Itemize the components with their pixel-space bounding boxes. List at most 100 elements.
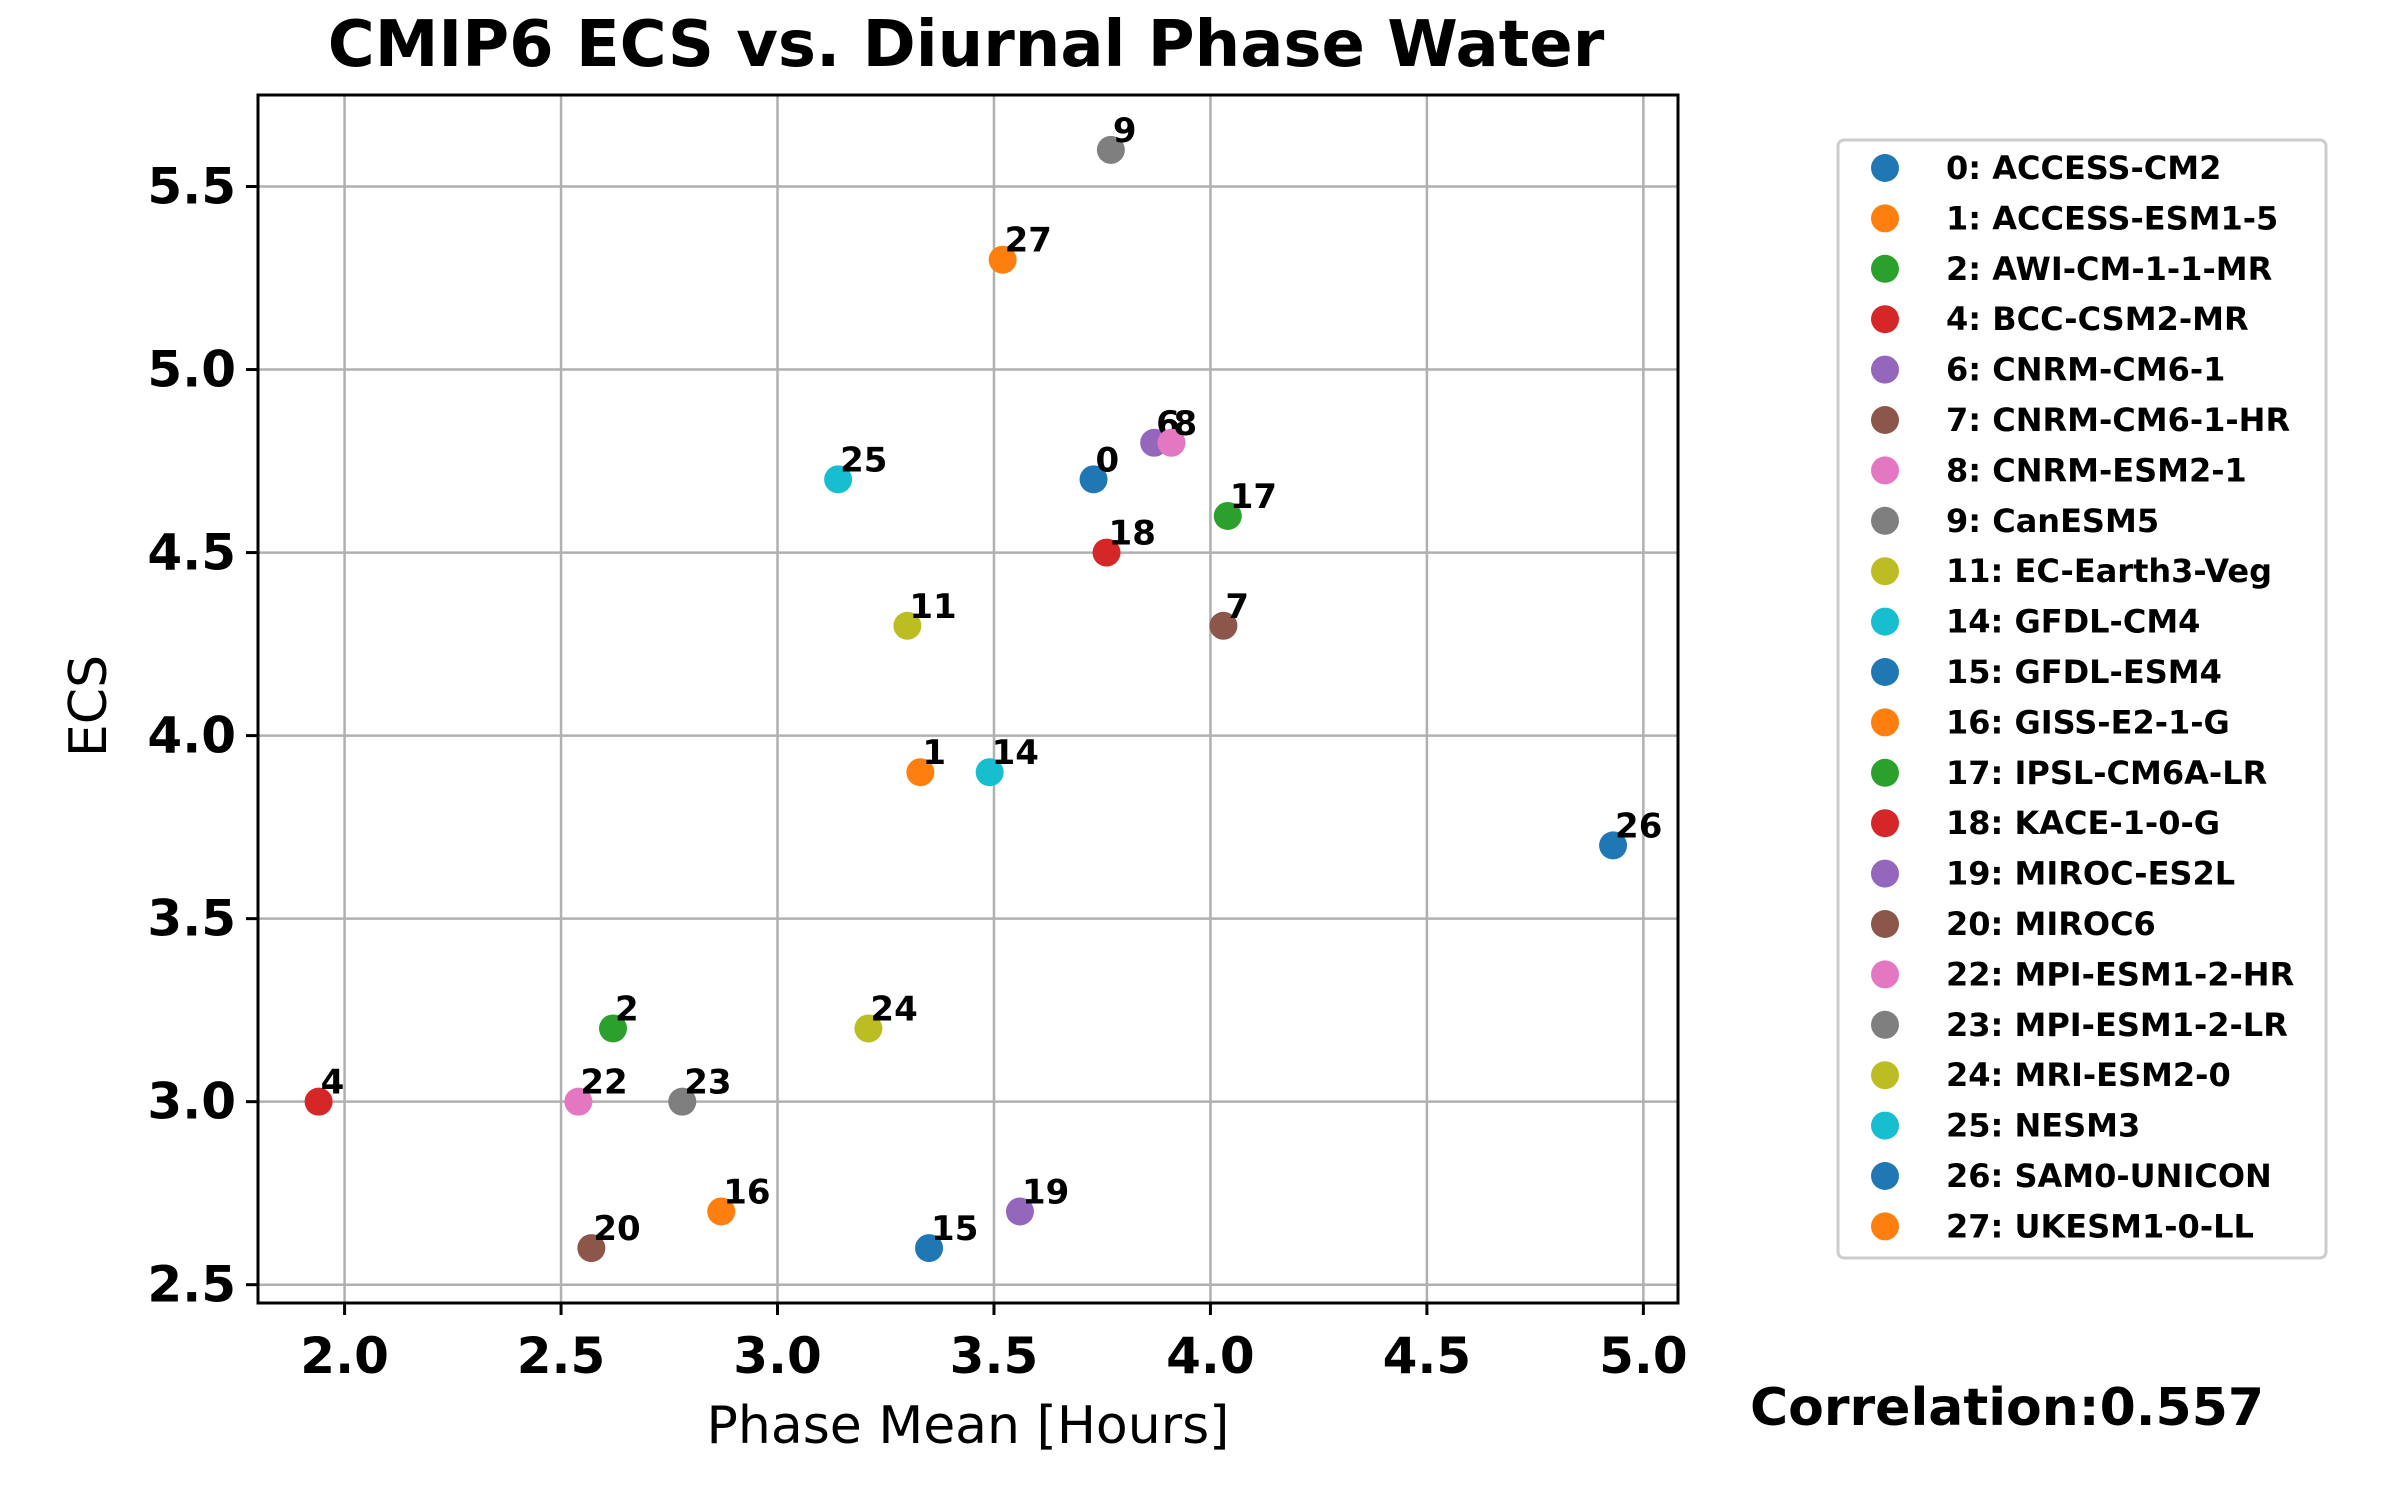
data-point-label-22: 22 [580, 1063, 627, 1103]
legend-entry-2: 2: AWI-CM-1-1-MR [1946, 250, 2272, 288]
legend-entry-16: 16: GISS-E2-1-G [1946, 703, 2230, 741]
data-point-22 [564, 1087, 593, 1116]
legend-marker-15 [1871, 658, 1899, 686]
legend-entry-27: 27: UKESM1-0-LL [1946, 1207, 2254, 1245]
legend-marker-22 [1871, 960, 1899, 989]
legend-marker-4 [1871, 305, 1899, 334]
legend-marker-16 [1871, 708, 1899, 737]
y-tick-label: 2.5 [147, 1256, 236, 1314]
x-tick-label: 3.0 [733, 1327, 822, 1385]
data-point-label-19: 19 [1022, 1172, 1069, 1212]
y-tick-label: 5.5 [147, 158, 236, 216]
legend-entry-14: 14: GFDL-CM4 [1946, 603, 2200, 641]
data-point-26 [1599, 831, 1628, 860]
data-point-18 [1092, 538, 1121, 567]
legend-marker-18 [1871, 809, 1899, 838]
legend-marker-20 [1871, 910, 1899, 938]
axis-ticks: 2.0 2.5 3.0 3.5 4.0 4.5 5.0 2.5 3.0 3.5 4.0 4.5 5.0 5… [147, 158, 1687, 1385]
legend-marker-11 [1871, 557, 1899, 586]
legend-entry-17: 17: IPSL-CM6A-LR [1946, 754, 2267, 792]
x-tick-label: 4.5 [1383, 1327, 1472, 1385]
data-point-8 [1157, 428, 1186, 457]
data-point-14 [975, 758, 1004, 787]
x-tick-label: 4.0 [1166, 1327, 1255, 1385]
x-tick-label: 5.0 [1599, 1327, 1688, 1385]
data-point-24 [854, 1014, 883, 1043]
data-point-label-2: 2 [615, 989, 639, 1029]
data-point-15 [915, 1234, 944, 1263]
data-point-label-15: 15 [931, 1209, 978, 1249]
legend-entry-22: 22: MPI-ESM1-2-HR [1946, 955, 2294, 993]
x-tick-label: 2.5 [517, 1327, 606, 1385]
legend-entry-23: 23: MPI-ESM1-2-LR [1946, 1006, 2288, 1044]
grid-lines [258, 95, 1678, 1303]
data-point-label-8: 8 [1173, 404, 1197, 444]
data-point-1 [906, 758, 935, 787]
data-point-label-27: 27 [1005, 221, 1052, 261]
y-tick-label: 4.5 [147, 524, 236, 582]
data-point-label-26: 26 [1615, 806, 1662, 846]
legend-entry-6: 6: CNRM-CM6-1 [1946, 351, 2225, 389]
legend-marker-9 [1871, 506, 1899, 535]
data-point-16 [707, 1197, 736, 1226]
legend-entry-15: 15: GFDL-ESM4 [1946, 653, 2222, 691]
data-point-label-7: 7 [1225, 587, 1249, 627]
legend-entry-7: 7: CNRM-CM6-1-HR [1946, 401, 2290, 439]
data-point-label-23: 23 [684, 1063, 731, 1103]
data-point-label-18: 18 [1109, 514, 1156, 554]
legend-entry-20: 20: MIROC6 [1946, 905, 2156, 943]
data-point-label-9: 9 [1113, 111, 1137, 151]
data-point-label-20: 20 [593, 1209, 640, 1249]
legend-marker-1 [1871, 204, 1899, 233]
correlation-annotation: Correlation:0.557 [1750, 1378, 2264, 1438]
data-point-9 [1096, 135, 1125, 164]
legend-marker-19 [1871, 859, 1899, 888]
legend-marker-7 [1871, 406, 1899, 434]
plot-area-frame [256, 93, 1680, 1305]
data-point-27 [988, 245, 1017, 274]
legend-entry-19: 19: MIROC-ES2L [1946, 855, 2235, 893]
y-axis-label: ECS [59, 655, 119, 757]
legend-entry-18: 18: KACE-1-0-G [1946, 804, 2220, 842]
data-point-label-17: 17 [1230, 477, 1277, 517]
x-tick-label: 2.0 [300, 1327, 389, 1385]
legend-entry-0: 0: ACCESS-CM2 [1946, 149, 2221, 187]
legend-marker-27 [1871, 1212, 1899, 1241]
legend-entry-25: 25: NESM3 [1946, 1107, 2140, 1145]
legend: 0: ACCESS-CM2 1: ACCESS-ESM1-5 2: AWI-CM-1… [1836, 138, 2328, 1260]
legend-marker-24 [1871, 1061, 1899, 1090]
y-tick-label: 5.0 [147, 341, 236, 399]
y-tick-label: 3.0 [147, 1073, 236, 1131]
legend-marker-14 [1871, 607, 1899, 636]
data-point-label-1: 1 [922, 733, 946, 773]
legend-marker-8 [1871, 456, 1899, 485]
data-point-17 [1213, 501, 1242, 530]
data-point-23 [668, 1087, 697, 1116]
data-point-label-24: 24 [870, 989, 917, 1029]
data-point-label-16: 16 [723, 1172, 770, 1212]
data-point-7 [1209, 611, 1238, 640]
legend-marker-2 [1871, 254, 1899, 283]
legend-marker-17 [1871, 758, 1899, 787]
data-point-label-25: 25 [840, 440, 887, 480]
legend-marker-6 [1871, 355, 1899, 384]
data-point-25 [824, 465, 853, 494]
data-point-label-0: 0 [1096, 440, 1120, 480]
data-point-4 [304, 1087, 333, 1116]
legend-marker-23 [1871, 1010, 1899, 1039]
data-point-label-14: 14 [992, 733, 1039, 773]
legend-box [1836, 138, 2328, 1260]
legend-entry-1: 1: ACCESS-ESM1-5 [1946, 199, 2278, 237]
legend-entry-4: 4: BCC-CSM2-MR [1946, 300, 2249, 338]
data-point-label-11: 11 [909, 587, 956, 627]
legend-marker-26 [1871, 1162, 1899, 1190]
x-axis-label: Phase Mean [Hours] [707, 1396, 1230, 1456]
data-point-0 [1079, 465, 1108, 494]
data-point-11 [893, 611, 922, 640]
data-point-19 [1005, 1197, 1034, 1226]
legend-entry-11: 11: EC-Earth3-Veg [1946, 552, 2272, 590]
legend-entry-8: 8: CNRM-ESM2-1 [1946, 451, 2247, 489]
x-tick-label: 3.5 [950, 1327, 1039, 1385]
